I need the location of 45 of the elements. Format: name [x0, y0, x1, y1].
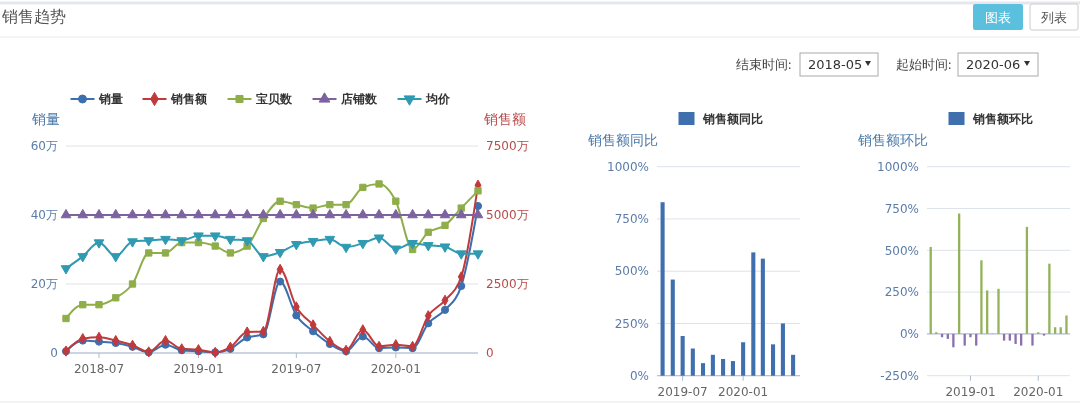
x-tick-label: 2019-07 [657, 384, 708, 399]
text: 起始时间: [895, 57, 952, 72]
y-tick-label: 500% [614, 264, 649, 279]
x-tick-label: 2019-01 [173, 362, 224, 376]
legend-label: 销售额同比 [701, 112, 763, 127]
text: 图表 [985, 10, 1011, 25]
y-tick-label: 0% [629, 368, 649, 383]
legend-label: 销售额 [169, 92, 208, 107]
y-tick-label: 750% [614, 212, 649, 227]
y-tick-label: 60万 [30, 139, 58, 154]
y-tick-label: 750% [884, 201, 919, 216]
x-tick-label: 2019-07 [271, 362, 322, 376]
legend-label: 宝贝数 [255, 92, 293, 107]
text: 2020-06 [966, 57, 1021, 72]
y-tick-label: 250% [614, 316, 649, 331]
x-tick-label: 2020-01 [718, 384, 769, 399]
y-tick-label: 500% [884, 243, 919, 258]
y-axis-title: 销售额同比 [587, 132, 658, 148]
y-tick-label: 40万 [30, 208, 58, 223]
x-tick-label: 2020-01 [370, 362, 421, 376]
x-tick-label: 2018-07 [73, 362, 125, 376]
y-axis-title: 销售额环比 [857, 132, 928, 148]
y-tick-label: 250% [884, 285, 919, 300]
y-tick-label: 0 [50, 346, 58, 361]
y2-tick-label: 2500万 [486, 277, 529, 292]
text: 销售额环比 [971, 112, 1033, 127]
text: 2018-05 [808, 57, 863, 72]
legend-label: 均价 [424, 92, 451, 107]
y2-tick-label: 7500万 [486, 139, 529, 154]
y-tick-label: 1000% [877, 159, 919, 174]
text: 列表 [1041, 10, 1067, 25]
chart-title: 销售趋势 [1, 7, 66, 26]
y2-tick-label: 5000万 [486, 208, 529, 223]
text: 结束时间: [735, 57, 792, 72]
legend-label: 销量 [97, 92, 123, 107]
y2-tick-label: 0 [486, 346, 494, 361]
x-tick-label: 2020-01 [1013, 384, 1064, 399]
y-tick-label: 1000% [607, 159, 649, 174]
legend-label: 店铺数 [339, 92, 378, 107]
y-axis-title: 销量 [31, 111, 60, 127]
y-tick-label: 0% [899, 327, 919, 342]
y2-axis-title: 销售额 [483, 111, 526, 127]
y-tick-label: -250% [880, 368, 919, 383]
x-tick-label: 2019-01 [945, 384, 996, 399]
y-tick-label: 20万 [30, 277, 58, 292]
